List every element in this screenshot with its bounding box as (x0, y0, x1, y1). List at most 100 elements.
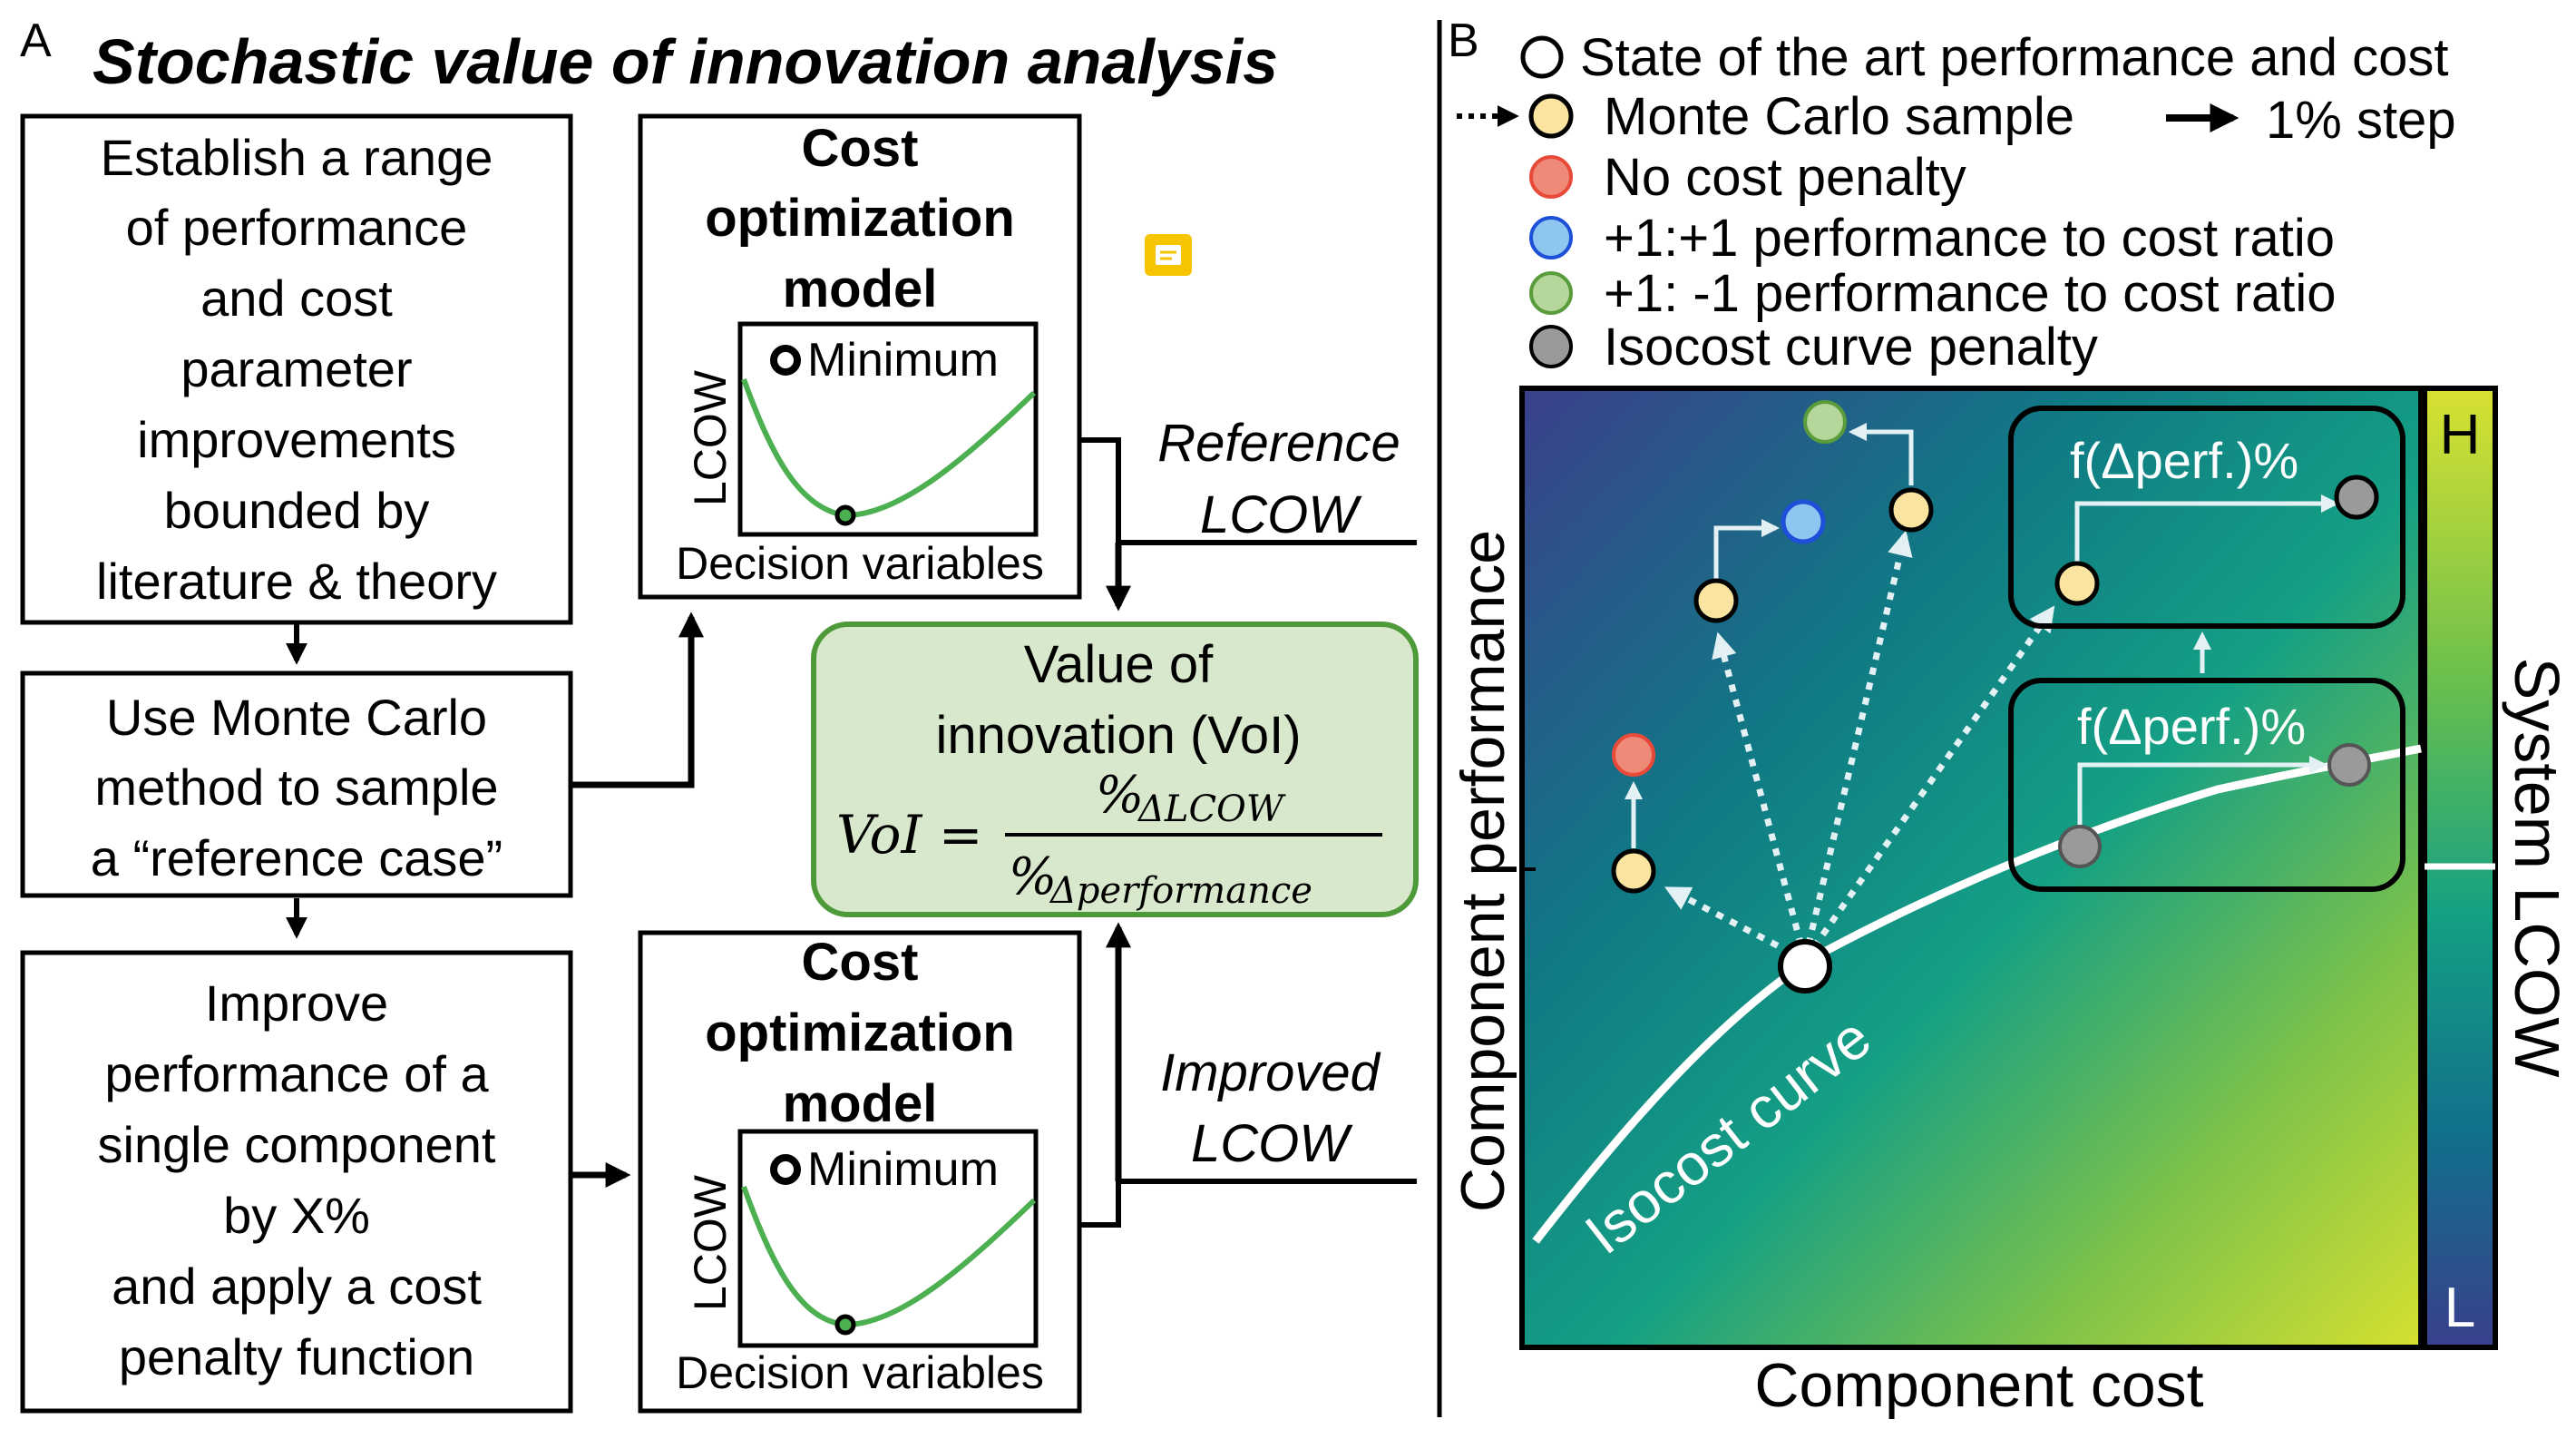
reference-lcow-label: LCOW (1200, 485, 1362, 544)
box1-line: of performance (126, 199, 468, 256)
box3-line: Improve (205, 974, 388, 1032)
mc-sample-marker (1888, 487, 1934, 533)
panel-a-letter: A (20, 15, 52, 67)
box2-line: Use Monte Carlo (106, 689, 487, 746)
voi-title: innovation (VoI) (935, 706, 1301, 765)
mc-arrow (1712, 631, 1809, 961)
box3-line: by X% (223, 1187, 370, 1244)
isocost-inset-upper (2008, 406, 2405, 629)
plus-plus-marker (1781, 499, 1826, 544)
legend: State of the art performance and cost Mo… (1457, 28, 2456, 377)
model-top-xlabel: Decision variables (676, 538, 1044, 589)
value-of-innovation-box (811, 622, 1419, 917)
legend-mc-marker (1528, 93, 1574, 139)
colorbar-high-label: H (2440, 404, 2481, 466)
model-top-legend-marker (770, 345, 801, 376)
colorbar-low-label: L (2444, 1277, 2475, 1339)
panel-b: B State of the art performance and cost … (1448, 15, 2572, 1420)
mc-sample-marker (2054, 561, 2100, 606)
legend-plus-plus-label: +1:+1 performance to cost ratio (1604, 209, 2335, 268)
panel-b-letter: B (1448, 15, 1479, 67)
step-box-improve (20, 950, 573, 1414)
step-box-monte-carlo-text: Use Monte Carlo method to sample a “refe… (91, 689, 503, 886)
isocost-penalty-marker (2058, 825, 2102, 868)
step-box-monte-carlo (20, 671, 573, 898)
isocost-inset-lower-arrow (2077, 756, 2327, 844)
step-arrow (1713, 519, 1780, 579)
voi-numerator-symbol: % (1096, 766, 1144, 825)
legend-plus-minus-marker (1529, 271, 1573, 315)
legend-isocost-marker (1529, 325, 1573, 368)
voi-denominator: % Δperformance (1009, 847, 1312, 912)
model-bottom-title: optimization (705, 1003, 1015, 1062)
mc-arrow (1802, 605, 2055, 963)
box2-line: a “reference case” (91, 829, 503, 886)
model-bottom-xlabel: Decision variables (676, 1347, 1044, 1398)
comment-icon[interactable] (1145, 234, 1192, 276)
box3-line: single component (98, 1116, 496, 1173)
voi-denominator-subscript: Δperformance (1049, 870, 1312, 912)
legend-plus-minus-label: +1: -1 performance to cost ratio (1604, 264, 2337, 323)
voi-title: Value of (1024, 635, 1214, 694)
box1-line: Establish a range (101, 129, 493, 186)
isocost-inset-lower (2008, 678, 2405, 892)
improved-lcow-label: Improved (1160, 1043, 1381, 1102)
box1-line: and cost (200, 269, 393, 327)
box2-line: method to sample (94, 759, 498, 816)
step-box-ranges-text: Establish a range of performance and cos… (96, 129, 497, 610)
model-top-legend-label: Minimum (807, 334, 999, 387)
model-top-title: optimization (705, 189, 1015, 248)
box1-line: parameter (181, 340, 412, 397)
box3-line: and apply a cost (112, 1258, 482, 1315)
panel-a-title: Stochastic value of innovation analysis (93, 26, 1278, 97)
improved-lcow-line (1079, 1179, 1417, 1228)
mc-arrow (1801, 530, 1913, 961)
isocost-inset-lower-label: f(Δperf.)% (2077, 698, 2306, 755)
mc-arrow (1664, 886, 1807, 964)
x-axis-label: Component cost (1754, 1351, 2203, 1420)
box1-line: improvements (137, 411, 456, 468)
model-bottom-legend-label: Minimum (807, 1143, 999, 1196)
monte-carlo-sample-arrows (1664, 530, 2055, 964)
isocost-penalty-marker (2334, 475, 2379, 520)
box1-line: literature & theory (96, 553, 497, 610)
voi-numerator-subscript: ΔLCOW (1137, 788, 1286, 830)
sample-markers (1611, 400, 2379, 994)
reference-lcow-label: Reference (1157, 414, 1400, 473)
box3-line: performance of a (104, 1045, 489, 1102)
isocost-penalty-marker (2327, 743, 2371, 787)
legend-mc-label: Monte Carlo sample (1604, 87, 2074, 146)
plus-minus-marker (1803, 400, 1847, 444)
model-bottom-ylabel: LCOW (685, 1174, 736, 1311)
voi-denominator-symbol: % (1009, 847, 1057, 906)
model-top-ylabel: LCOW (685, 369, 736, 506)
legend-step-label: 1% step (2266, 91, 2456, 150)
soa-marker (1778, 939, 1832, 994)
model-top-title: model (783, 259, 938, 318)
reference-lcow-line (1079, 437, 1417, 545)
panel-a: A Stochastic value of innovation analysi… (20, 15, 1419, 1414)
legend-soa-label: State of the art performance and cost (1580, 28, 2449, 87)
colorbar-title: System LCOW (2502, 658, 2572, 1078)
legend-no-penalty-marker (1529, 155, 1573, 199)
step-arrows (1625, 423, 2211, 848)
box1-line: bounded by (164, 482, 430, 539)
mc-sample-marker (1611, 848, 1656, 894)
legend-no-penalty-label: No cost penalty (1604, 148, 1966, 207)
model-bottom-title: Cost (802, 933, 919, 992)
step-arrow (1849, 423, 1914, 485)
voi-equation-lhs: VoI = (836, 804, 982, 866)
no-penalty-marker (1612, 733, 1655, 777)
isocost-inset-upper-label: f(Δperf.)% (2070, 432, 2298, 489)
model-bottom-minimum-marker (834, 1314, 856, 1336)
model-bottom-legend-marker (770, 1154, 801, 1185)
step-box-ranges (20, 113, 573, 625)
model-bottom-title: model (783, 1074, 938, 1133)
performance-cost-map (1519, 386, 2424, 1350)
box3-line: penalty function (119, 1328, 474, 1385)
improved-lcow-label: LCOW (1191, 1114, 1353, 1173)
model-top-title: Cost (802, 119, 919, 178)
legend-isocost-label: Isocost curve penalty (1604, 318, 2098, 377)
isocost-inset-upper-arrow (2074, 494, 2339, 581)
